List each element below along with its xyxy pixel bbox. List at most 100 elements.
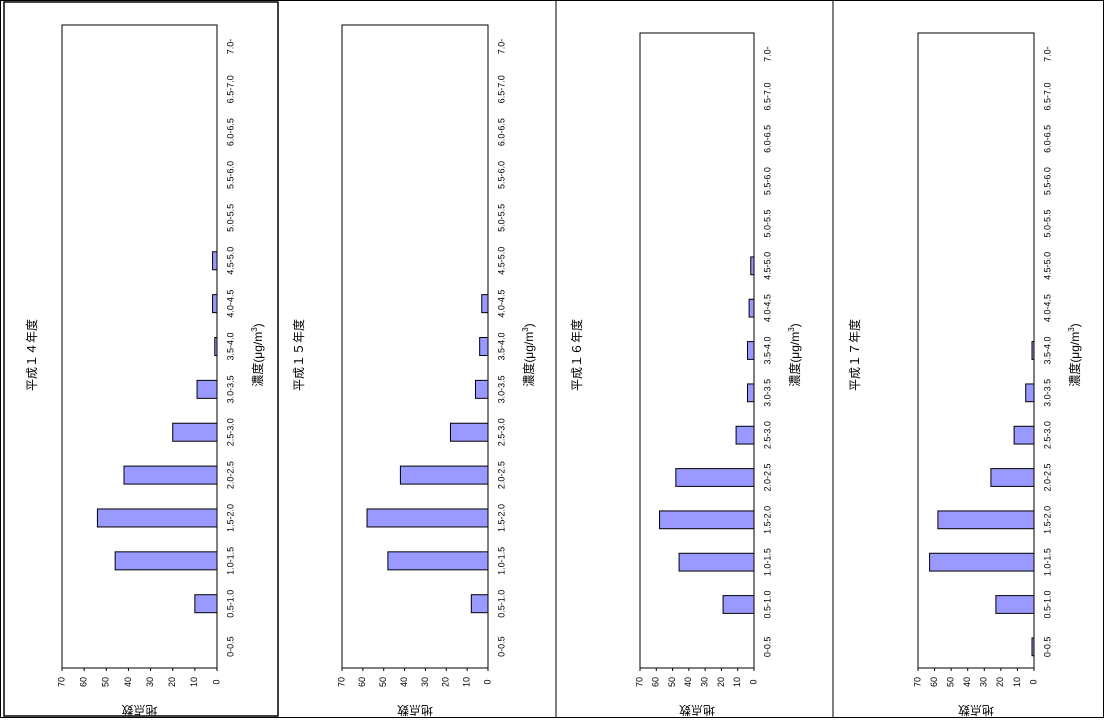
category-label: 1.0-1.5 (1042, 548, 1052, 576)
bar-1.0-1.5 (387, 551, 489, 571)
y-tick-label: 40 (123, 677, 133, 687)
category-label: 0.5-1.0 (496, 590, 506, 618)
plot-area (61, 24, 218, 669)
category-label: 6.5-7.0 (496, 75, 506, 103)
category-label: 2.5-3.0 (762, 421, 772, 449)
category-label: 4.5-5.0 (762, 252, 772, 280)
chart-panel-2: 平成１５年度 0-0.5 0.5-1.0 1.0-1.5 1.5-2.0 2.0-2.5 2… (291, 24, 537, 718)
y-tick-label: 60 (651, 677, 661, 687)
bar-4.0-4.5 (212, 294, 218, 314)
category-label: 6.0-6.5 (762, 125, 772, 153)
category-label: 2.5-3.0 (496, 418, 506, 446)
y-tick-label: 20 (716, 677, 726, 687)
bar-4.0-4.5 (748, 298, 755, 318)
category-label: 1.0-1.5 (496, 547, 506, 575)
y-tick-label: 0 (211, 679, 221, 684)
x-axis-label: 濃度(μg/m3) (1067, 323, 1083, 386)
y-tick-label: 70 (634, 677, 644, 687)
bar-2.5-3.0 (172, 422, 218, 442)
category-label: 1.0-1.5 (762, 548, 772, 576)
category-label: 4.5-5.0 (496, 247, 506, 275)
bar-1.5-2.0 (659, 510, 755, 530)
y-tick-label: 50 (101, 677, 111, 687)
category-label: 1.5-2.0 (762, 506, 772, 534)
category-label: 5.0-5.5 (762, 209, 772, 237)
category-label: 3.0-3.5 (1042, 379, 1052, 407)
bar-1.5-2.0 (937, 510, 1035, 530)
bar-0.5-1.0 (470, 594, 489, 614)
y-tick-label: 50 (946, 677, 956, 687)
y-axis-label: 地点数 (958, 703, 994, 718)
y-tick-label: 10 (1012, 677, 1022, 687)
bar-3.5-4.0 (1031, 341, 1035, 360)
y-tick-label: 40 (683, 677, 693, 687)
y-tick-label: 50 (378, 677, 388, 687)
category-label: 0.5-1.0 (225, 590, 235, 618)
plot-area (917, 32, 1035, 669)
bar-4.5-5.0 (750, 256, 755, 276)
category-label: 3.5-4.0 (496, 332, 506, 360)
y-tick-label: 70 (56, 677, 66, 687)
bar-2.5-3.0 (449, 422, 489, 442)
category-label: 5.0-5.5 (496, 204, 506, 232)
bar-0.5-1.0 (194, 594, 218, 614)
category-label: 5.0-5.5 (225, 204, 235, 232)
category-label: 0-0.5 (762, 637, 772, 658)
category-label: 1.5-2.0 (225, 504, 235, 532)
category-label: 0-0.5 (1042, 637, 1052, 658)
category-label: 4.5-5.0 (225, 247, 235, 275)
y-tick-label: 10 (189, 677, 199, 687)
y-tick-label: 60 (357, 677, 367, 687)
chart-title: 平成１５年度 (291, 319, 306, 391)
category-label: 1.0-1.5 (225, 547, 235, 575)
y-axis-label: 地点数 (121, 703, 157, 718)
bar-0.5-1.0 (722, 595, 755, 614)
chart-title: 平成１４年度 (24, 319, 39, 391)
category-label: 0.5-1.0 (1042, 590, 1052, 618)
bar-2.0-2.5 (399, 465, 489, 485)
bar-1.0-1.5 (929, 552, 1035, 572)
category-label: 3.0-3.5 (496, 375, 506, 403)
category-label: 6.5-7.0 (225, 75, 235, 103)
chart-title: 平成１７年度 (847, 319, 862, 391)
y-tick-label: 20 (441, 677, 451, 687)
category-label: 6.5-7.0 (762, 82, 772, 110)
y-axis-label: 地点数 (679, 703, 715, 718)
y-tick-label: 30 (979, 677, 989, 687)
chart-panel-4: 平成１７年度 0-0.5 0.5-1.0 1.0-1.5 1.5-2.0 2.0-2.5 2… (847, 32, 1083, 718)
x-axis-label: 濃度(μg/m3) (250, 323, 266, 386)
category-label: 5.5-6.0 (1042, 167, 1052, 195)
y-tick-label: 70 (912, 677, 922, 687)
y-tick-label: 60 (79, 677, 89, 687)
bar-2.5-3.0 (1013, 425, 1035, 445)
category-label: 0-0.5 (225, 636, 235, 657)
category-label: 5.5-6.0 (496, 161, 506, 189)
category-label: 7.0- (496, 39, 506, 55)
bar-1.0-1.5 (114, 551, 218, 571)
y-tick-label: 50 (667, 677, 677, 687)
category-label: 3.5-4.0 (225, 332, 235, 360)
bar-1.0-1.5 (678, 552, 755, 572)
chart-panel-1: 平成１４年度 0-0.5 0.5-1.0 1.0-1.5 1.5-2.0 2.0-2.5 2… (24, 24, 266, 718)
bar-0.5-1.0 (995, 595, 1035, 614)
chart-panel-3: 平成１６年度 0-0.5 0.5-1.0 1.0-1.5 1.5-2.0 2.0-2.5 2… (569, 32, 802, 718)
bar-3.5-4.0 (479, 336, 489, 357)
category-label: 6.0-6.5 (225, 118, 235, 146)
bar-3.5-4.0 (746, 341, 755, 360)
category-label: 3.0-3.5 (762, 379, 772, 407)
category-label: 2.0-2.5 (762, 463, 772, 491)
category-label: 3.5-4.0 (762, 336, 772, 364)
y-tick-label: 70 (336, 677, 346, 687)
category-label: 1.5-2.0 (496, 504, 506, 532)
y-tick-label: 60 (929, 677, 939, 687)
category-label: 2.5-3.0 (1042, 421, 1052, 449)
category-label: 7.0- (762, 46, 772, 62)
category-label: 3.5-4.0 (1042, 336, 1052, 364)
bar-2.5-3.0 (735, 425, 755, 445)
category-label: 7.0- (225, 39, 235, 55)
y-tick-label: 40 (962, 677, 972, 687)
x-axis-label: 濃度(μg/m3) (521, 323, 537, 386)
category-label: 6.0-6.5 (1042, 125, 1052, 153)
category-label: 4.0-4.5 (496, 290, 506, 318)
